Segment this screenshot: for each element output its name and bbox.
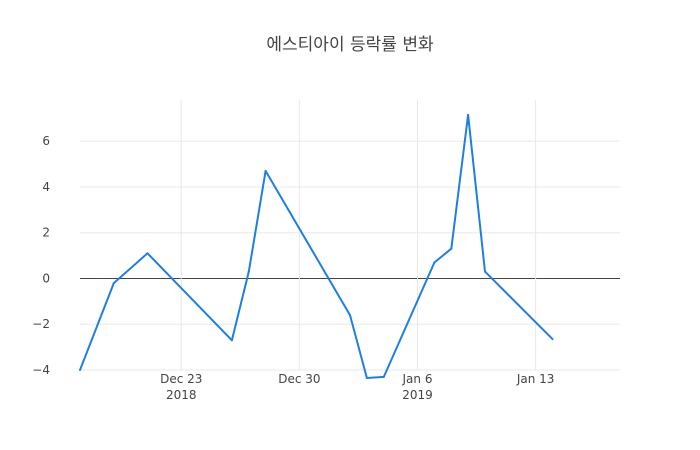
data-point [365,377,368,380]
data-point [484,270,486,273]
x-tick-year-label: 2018 [166,388,197,402]
y-tick-label: −4 [32,363,50,377]
data-point [264,169,267,172]
data-point [382,375,385,378]
data-point [79,369,81,371]
y-tick-label: 0 [42,271,50,285]
data-point [433,261,436,264]
data-point [146,252,149,255]
y-tick-label: 2 [42,226,50,240]
data-point [450,247,453,250]
x-tick-year-label: 2019 [402,388,433,402]
x-tick-label: Dec 23 [160,372,202,386]
axes: −4 −2 0 2 4 6 Dec 23 2018 Dec 30 Jan 6 2019 Jan 13 [32,134,554,402]
data-point [349,314,351,317]
x-tick-label: Jan 13 [516,372,555,386]
x-tick-label: Jan 6 [402,372,433,386]
chart-title: 에스티아이 등락률 변화 [266,35,434,55]
grid [80,100,620,371]
y-tick-label: 6 [42,134,50,148]
data-point [247,270,250,273]
data-point [467,113,470,116]
series [79,113,554,380]
y-tick-label: −2 [32,317,50,331]
data-point [230,339,233,342]
y-tick-label: 4 [42,180,50,194]
series-line [79,113,554,379]
x-tick-label: Dec 30 [278,372,320,386]
data-point [112,282,115,285]
data-point [551,338,554,341]
